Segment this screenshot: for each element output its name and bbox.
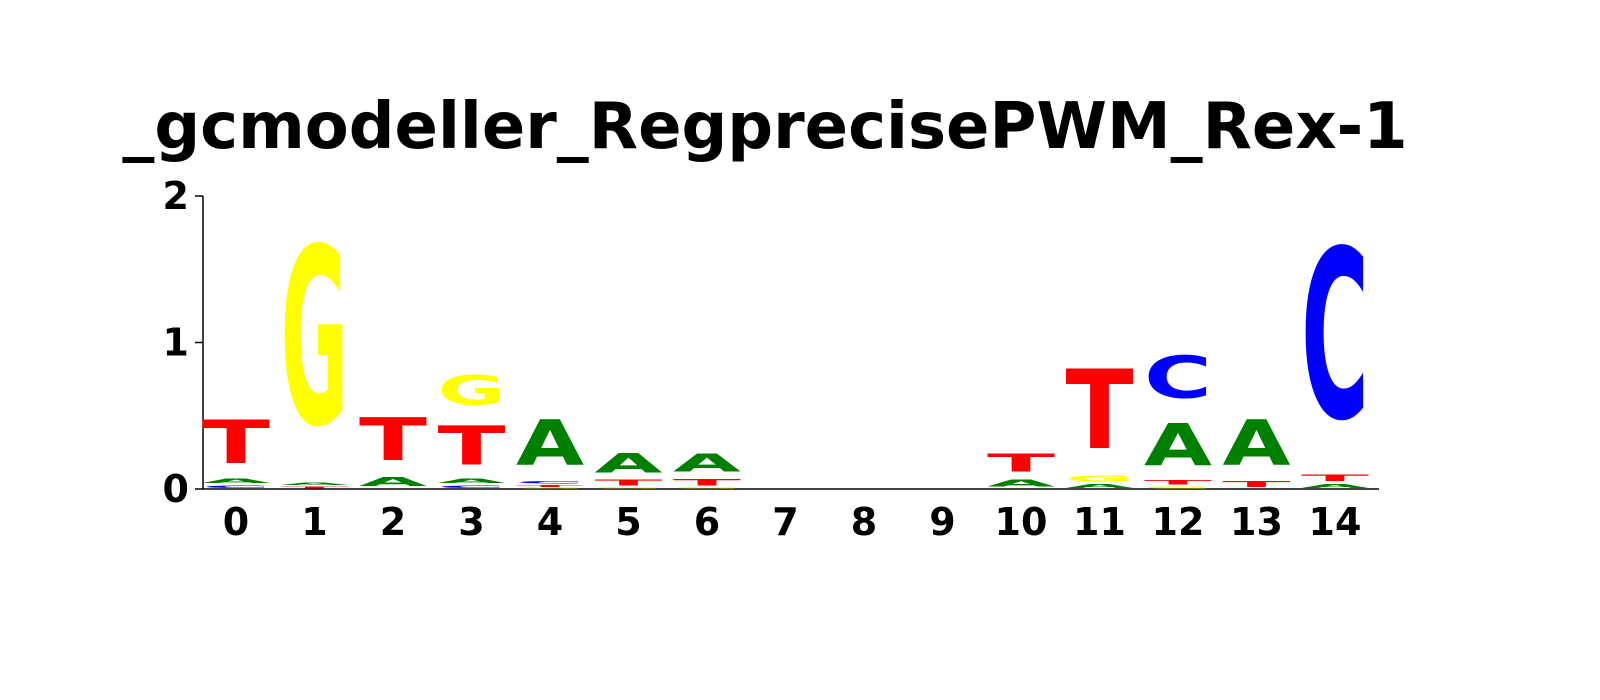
chart-title: _gcmodeller_RegprecisePWM_Rex-1 xyxy=(122,90,1407,164)
logo-letter-g: G xyxy=(673,488,741,489)
logo-letter-g: G xyxy=(595,488,663,489)
logo-letter-g: G xyxy=(1144,486,1212,489)
logo-letter-t: T xyxy=(595,479,663,488)
logo-letter-t: T xyxy=(1144,479,1212,486)
logo-letter-c: C xyxy=(1144,345,1212,412)
logo-letter-c: C xyxy=(1301,200,1369,472)
logo-letter-a: A xyxy=(1144,411,1213,478)
logo-letter-t: T xyxy=(516,485,584,488)
logo-letter-t: T xyxy=(202,408,270,477)
x-tick-label: 0 xyxy=(223,500,249,544)
logo-letter-a: A xyxy=(595,449,663,479)
logo-letter-a: A xyxy=(516,407,584,480)
logo-letter-c: C xyxy=(437,485,505,489)
x-tick-label: 5 xyxy=(615,500,641,544)
x-tick-label: 2 xyxy=(380,500,406,544)
y-tick-label: 1 xyxy=(163,321,189,365)
x-tick-label: 6 xyxy=(694,500,720,544)
x-tick-label: 10 xyxy=(995,500,1048,544)
y-tick-label: 2 xyxy=(163,174,189,218)
x-tick-label: 11 xyxy=(1073,500,1126,544)
logo-letter-a: A xyxy=(987,477,1056,489)
logo-letter-a: A xyxy=(438,477,506,484)
y-tick-label: 0 xyxy=(163,467,189,511)
logo-letter-t: T xyxy=(438,415,506,478)
x-tick-label: 1 xyxy=(301,500,327,544)
x-tick-label: 14 xyxy=(1309,500,1362,544)
logo-letter-t: T xyxy=(1066,347,1134,474)
logo-letter-t: T xyxy=(673,477,741,487)
logo-letter-a: A xyxy=(359,474,428,489)
logo-letter-g: G xyxy=(1066,474,1134,483)
x-tick-label: 9 xyxy=(929,500,955,544)
logo-letter-a: A xyxy=(1066,483,1134,489)
x-tick-label: 4 xyxy=(537,500,563,544)
logo-letter-a: A xyxy=(281,482,349,486)
x-tick-label: 7 xyxy=(772,500,798,544)
logo-letter-a: A xyxy=(1223,407,1291,480)
logo-letter-g: G xyxy=(281,197,349,481)
logo-letter-g: G xyxy=(516,488,584,489)
logo-letter-t: T xyxy=(359,406,427,474)
x-tick-label: 12 xyxy=(1152,500,1205,544)
x-tick-label: 3 xyxy=(458,500,484,544)
x-tick-label: 13 xyxy=(1230,500,1283,544)
logo-letter-t: T xyxy=(1223,480,1291,489)
logo-letter-g: G xyxy=(438,368,506,414)
logo-letter-t: T xyxy=(281,486,349,489)
logo-letter-t: T xyxy=(987,449,1056,478)
x-tick-label: 8 xyxy=(851,500,877,544)
logo-letter-a: A xyxy=(1301,483,1369,489)
logo-letter-c: C xyxy=(202,485,270,489)
logo-letter-t: T xyxy=(1301,473,1369,483)
logo-letter-a: A xyxy=(673,448,741,477)
logo-letter-c: C xyxy=(516,480,584,484)
axes: 0 1 2 xyxy=(163,174,1379,511)
logo-letter-a: A xyxy=(202,477,270,484)
x-tick-labels: 0 1 2 3 4 5 6 7 8 9 10 11 12 13 14 xyxy=(223,500,1362,544)
